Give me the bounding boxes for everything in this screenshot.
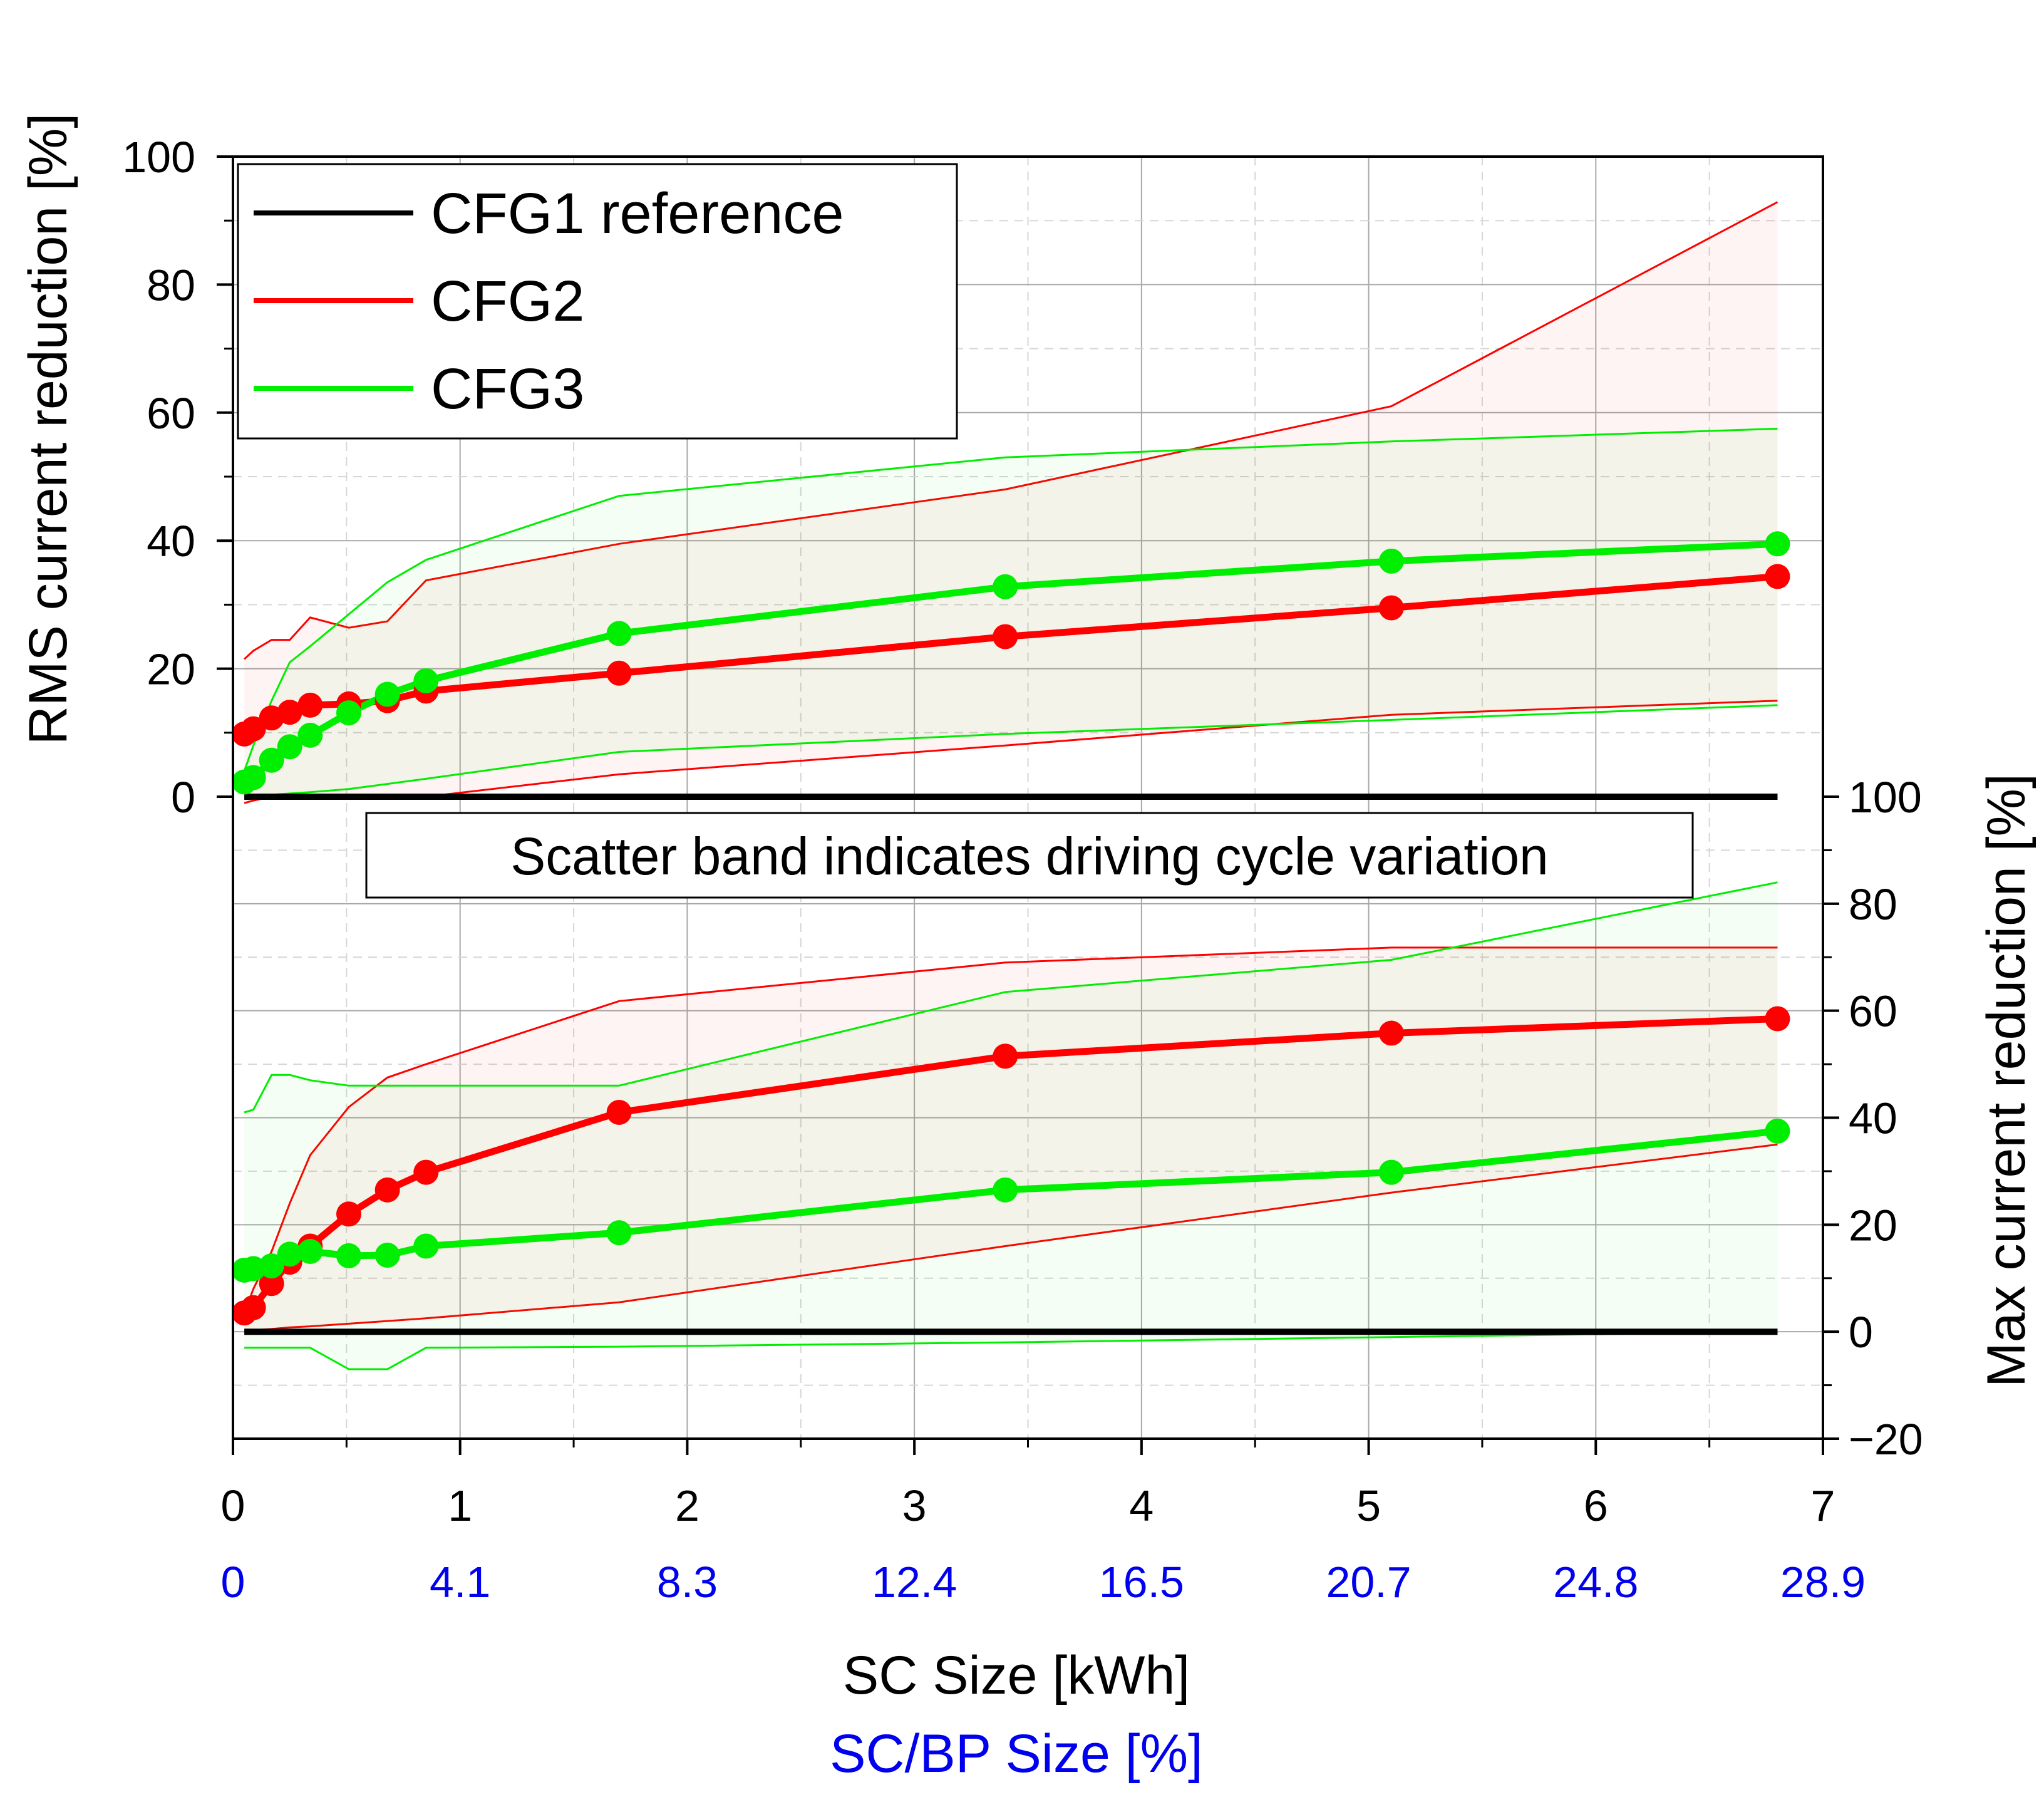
x2-tick-label: 4.1 xyxy=(430,1558,490,1607)
annotation-box: Scatter band indicates driving cycle var… xyxy=(365,812,1694,899)
x-tick-label: 1 xyxy=(448,1481,472,1530)
top-point-cfg2 xyxy=(1765,564,1790,589)
x-tick-label: 6 xyxy=(1584,1481,1608,1530)
x2-tick-label: 12.4 xyxy=(872,1558,957,1607)
bottom-band-upper-cfg3 xyxy=(244,881,1778,1114)
bottom-point-cfg3 xyxy=(1765,1118,1790,1144)
bottom-point-cfg3 xyxy=(413,1233,439,1259)
x2-tick-label: 28.9 xyxy=(1780,1558,1866,1607)
top-point-cfg3 xyxy=(1765,531,1790,557)
left-y-tick-label: 60 xyxy=(147,389,195,438)
bottom-point-cfg2 xyxy=(1378,1020,1404,1046)
bottom-point-cfg3 xyxy=(259,1253,284,1279)
top-point-cfg3 xyxy=(413,668,439,694)
bottom-point-cfg3 xyxy=(374,1243,400,1268)
x-tick-label: 0 xyxy=(221,1481,245,1530)
left-y-tick-label: 80 xyxy=(147,261,195,309)
top-point-cfg2 xyxy=(993,624,1018,650)
top-point-cfg2 xyxy=(277,700,302,725)
x2-axis-title: SC/BP Size [%] xyxy=(830,1724,1203,1784)
x2-tick-label: 8.3 xyxy=(657,1558,718,1607)
bottom-point-cfg2 xyxy=(240,1295,266,1320)
top-point-cfg2 xyxy=(240,716,266,742)
x-tick-label: 3 xyxy=(902,1481,927,1530)
bottom-point-cfg2 xyxy=(606,1099,632,1125)
right-y-tick-label: 60 xyxy=(1849,987,1897,1036)
top-point-cfg3 xyxy=(1378,548,1404,574)
top-point-cfg2 xyxy=(1378,595,1404,621)
right-y-tick-label: 40 xyxy=(1849,1094,1897,1143)
top-point-cfg3 xyxy=(336,700,361,726)
bottom-point-cfg3 xyxy=(606,1220,632,1246)
left-y-tick-label: 20 xyxy=(147,645,195,694)
top-point-cfg3 xyxy=(374,681,400,707)
frame-layer xyxy=(217,155,1839,1455)
top-point-cfg3 xyxy=(277,734,302,760)
x-axis-title: SC Size [kWh] xyxy=(843,1645,1190,1706)
x-tick-label: 2 xyxy=(675,1481,699,1530)
bottom-point-cfg3 xyxy=(277,1241,302,1267)
right-y-tick-label: −20 xyxy=(1849,1415,1923,1464)
right-y-tick-label: 100 xyxy=(1849,773,1922,822)
x-tick-label: 4 xyxy=(1129,1481,1154,1530)
right-y-tick-label: 0 xyxy=(1849,1308,1873,1357)
top-band-cfg3 xyxy=(244,428,1778,797)
x-tick-label: 7 xyxy=(1811,1481,1835,1530)
top-band-cfg2 xyxy=(244,202,1778,804)
top-point-cfg3 xyxy=(297,722,323,748)
x2-tick-label: 20.7 xyxy=(1326,1558,1411,1607)
x2-tick-label: 16.5 xyxy=(1099,1558,1184,1607)
bottom-point-cfg3 xyxy=(297,1239,323,1265)
legend-label-cfg3: CFG3 xyxy=(431,357,584,421)
legend-label-cfg1: CFG1 reference xyxy=(431,182,844,246)
left-y-axis-title: RMS current reduction [%] xyxy=(18,113,78,745)
bottom-point-cfg2 xyxy=(336,1201,361,1227)
top-point-cfg2 xyxy=(606,660,632,686)
bottom-point-cfg2 xyxy=(993,1043,1018,1069)
left-y-tick-label: 100 xyxy=(122,133,195,182)
left-y-tick-label: 0 xyxy=(171,773,195,822)
right-y-axis-title: Max current reduction [%] xyxy=(1976,774,2036,1387)
bottom-point-cfg3 xyxy=(993,1177,1018,1203)
bottom-point-cfg2 xyxy=(413,1159,439,1185)
bottom-point-cfg2 xyxy=(374,1177,400,1203)
legend-label-cfg2: CFG2 xyxy=(431,269,584,333)
right-y-tick-label: 20 xyxy=(1849,1201,1897,1250)
top-point-cfg3 xyxy=(606,621,632,646)
right-y-tick-label: 80 xyxy=(1849,880,1897,929)
bottom-band-cfg3 xyxy=(244,882,1778,1369)
bottom-point-cfg3 xyxy=(336,1243,361,1268)
annotation-frame xyxy=(365,812,1694,899)
top-point-cfg2 xyxy=(297,692,323,718)
bottom-point-cfg2 xyxy=(1765,1006,1790,1032)
annotation-text: Scatter band indicates driving cycle var… xyxy=(510,827,1549,886)
bottom-point-cfg2 xyxy=(259,1271,284,1297)
top-point-cfg3 xyxy=(993,574,1018,599)
left-y-tick-label: 40 xyxy=(147,517,195,566)
bottom-band-lower-cfg3 xyxy=(244,1330,1778,1370)
top-point-cfg3 xyxy=(240,765,266,790)
x2-tick-label: 0 xyxy=(221,1558,245,1607)
marker-layer xyxy=(232,531,1790,1326)
bottom-point-cfg3 xyxy=(1378,1159,1404,1185)
legend: CFG1 reference CFG2 CFG3 xyxy=(237,163,958,440)
label-layer: 0 1 2 3 4 5 6 7 0 4.1 8.3 12.4 16.5 20.7 24.8 28.9 0 20 40… xyxy=(122,133,1923,1607)
top-point-cfg3 xyxy=(259,747,284,773)
x2-tick-label: 24.8 xyxy=(1553,1558,1638,1607)
top-band-upper-cfg2 xyxy=(244,201,1778,660)
x-tick-label: 5 xyxy=(1356,1481,1381,1530)
